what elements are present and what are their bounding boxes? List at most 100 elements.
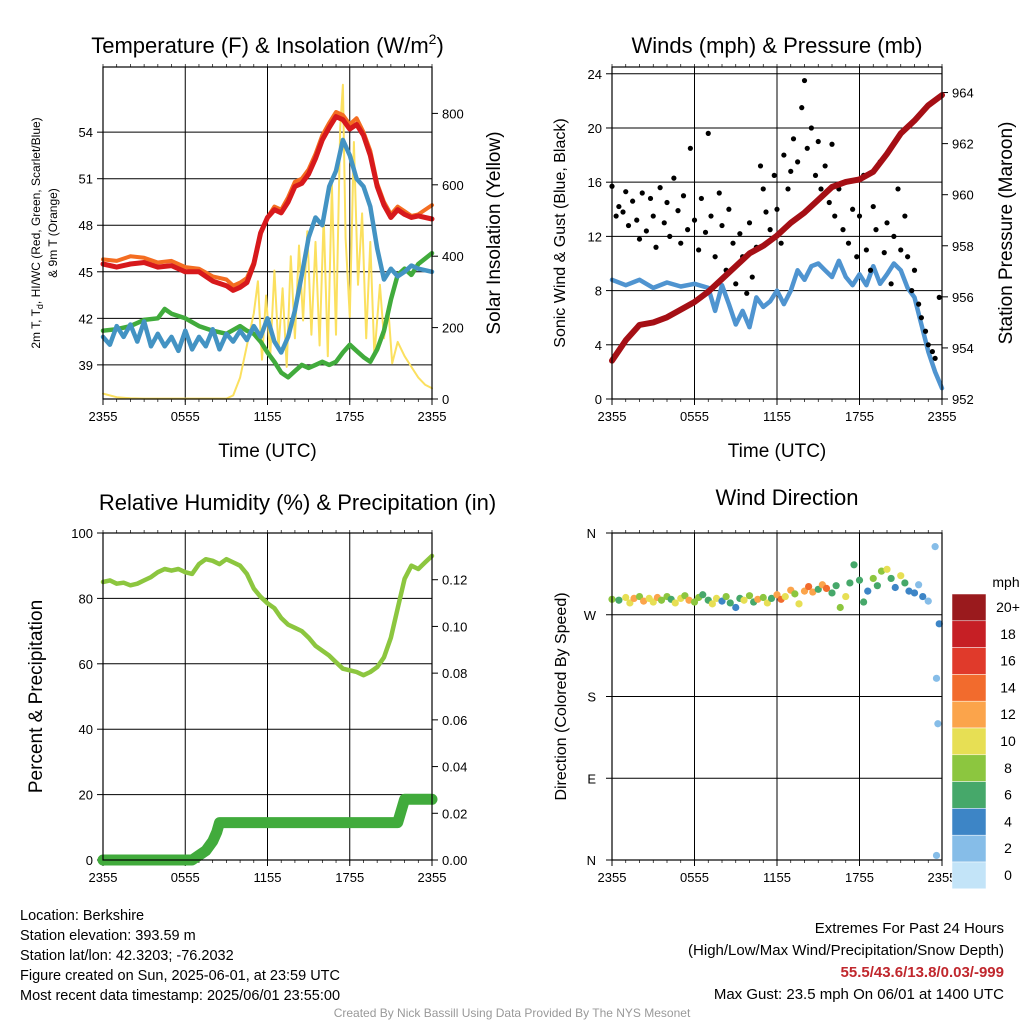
direction-point (685, 596, 693, 604)
y2-tick-label: 0.02 (442, 806, 467, 821)
direction-point (924, 597, 932, 605)
y-tick-label: 80 (79, 591, 93, 606)
gust-point (895, 186, 901, 192)
pressure-line (609, 92, 945, 364)
plot-frame (102, 532, 433, 861)
direction-point (873, 582, 881, 590)
gust-point (650, 213, 656, 219)
gust-point (708, 213, 714, 219)
gust-point (799, 105, 805, 111)
y2-tick-label: 958 (952, 239, 974, 254)
gust-point (643, 228, 649, 234)
gust-point (730, 240, 736, 246)
gust-point (675, 208, 681, 214)
plot-frame (102, 66, 433, 400)
direction-point (726, 599, 734, 607)
y-tick-label: 51 (79, 172, 93, 187)
gust-point (616, 203, 622, 210)
gust-point (845, 240, 852, 246)
title-part: ) (436, 33, 443, 58)
direction-point (864, 587, 872, 595)
y-tick-label: 0 (595, 392, 602, 407)
y2-tick-label: 0.00 (442, 853, 467, 868)
legend-label: 4 (1004, 813, 1012, 829)
legend-swatch (951, 781, 987, 809)
y-tick-label: 8 (595, 284, 602, 299)
gust-point (801, 77, 808, 84)
x-tick-label: 2355 (598, 409, 627, 424)
gust-point (850, 206, 856, 212)
gust-point (829, 141, 835, 147)
y-tick-label: 4 (595, 338, 602, 353)
y-axis-label: Direction (Colored By Speed) (553, 592, 570, 800)
gust-point (771, 172, 777, 179)
direction-point (887, 574, 895, 583)
station-elevation: Station elevation: 393.59 m (20, 928, 196, 944)
gust-point (867, 267, 874, 273)
y-axis-label: 2m T, Td, HI/WC (Red, Green, Scarlet/Blu… (29, 117, 45, 348)
gust-point (719, 222, 725, 229)
legend-swatch (951, 593, 987, 622)
x-tick-label: 2355 (89, 409, 118, 424)
gust-point (661, 220, 667, 226)
legend-label: 10 (1000, 733, 1016, 749)
gust-point (639, 190, 645, 196)
legend-swatch (951, 700, 987, 729)
legend-label: 20+ (996, 599, 1020, 615)
y2-tick-label: 800 (442, 106, 464, 121)
direction-point (640, 597, 648, 605)
gust-point (826, 199, 832, 206)
gust-point (767, 227, 773, 233)
y-tick-label: W (584, 608, 597, 623)
y-axis-label-part: , HI/WC (Red, Green, Scarlet/Blue) (29, 117, 43, 304)
gust-point (657, 185, 663, 191)
y-tick-label: 16 (588, 175, 602, 190)
direction-point (850, 561, 858, 569)
humidity-panel: Relative Humidity (%) & Precipitation (i… (26, 490, 496, 885)
x-tick-label: 0555 (171, 870, 200, 885)
direction-point (901, 579, 909, 587)
direction-point (615, 596, 623, 604)
gust-point (726, 206, 732, 212)
gust-point (636, 236, 643, 242)
gust-point (760, 186, 766, 192)
wind-speed-line (609, 258, 945, 391)
gust-point (804, 145, 810, 151)
series-line (100, 250, 435, 380)
direction-point (699, 591, 707, 599)
legend-label: 12 (1000, 706, 1016, 722)
y2-tick-label: 956 (952, 290, 974, 305)
gust-point (891, 233, 897, 239)
y-axis-label-part: 2m T, T (29, 308, 43, 348)
humidity-line (100, 553, 435, 678)
direction-point (897, 572, 905, 580)
direction-point (740, 596, 748, 604)
x-tick-label: 2355 (928, 409, 957, 424)
y-tick-label: 42 (79, 311, 93, 326)
y2-tick-label: 400 (442, 249, 464, 264)
direction-point (877, 567, 886, 575)
series-line (100, 114, 435, 293)
figure-created: Figure created on Sun, 2025-06-01, at 23… (20, 968, 340, 984)
direction-point (828, 589, 836, 597)
y-tick-label: 20 (588, 121, 602, 136)
y-axis-label: Percent & Precipitation (26, 600, 47, 793)
gust-point (832, 213, 838, 219)
gust-point (929, 348, 935, 355)
legend-swatch (951, 861, 987, 890)
y-tick-label: 45 (79, 265, 93, 280)
legend-label: 14 (1000, 679, 1016, 695)
legend-swatch (951, 808, 987, 836)
x-tick-label: 2355 (418, 409, 447, 424)
y2-axis-label: Station Pressure (Maroon) (996, 122, 1017, 345)
x-tick-label: 2355 (418, 870, 447, 885)
legend-swatch (951, 647, 987, 675)
y-tick-label: 39 (79, 358, 93, 373)
title-part: Temperature (F) & Insolation (W/m (91, 33, 428, 58)
gust-point (905, 254, 911, 260)
gust-point (687, 145, 693, 151)
y2-tick-label: 0.08 (442, 666, 467, 681)
speed-legend: mph 20+ 18 16 14 12 10 8 6 4 2 0 (951, 574, 1020, 890)
title-superscript: 2 (429, 31, 437, 47)
direction-point (657, 596, 666, 604)
